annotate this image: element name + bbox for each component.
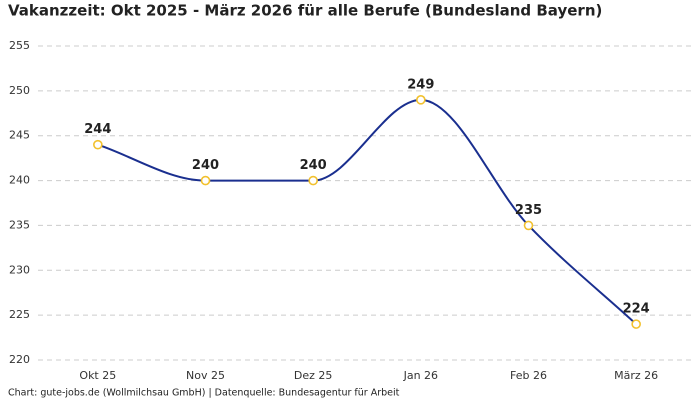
data-label: 235	[515, 203, 542, 218]
data-label: 240	[192, 158, 219, 173]
point	[631, 319, 641, 329]
data-label: 224	[623, 302, 650, 317]
data-label: 249	[407, 77, 434, 92]
y-tick-label: 250	[9, 84, 30, 97]
x-tick-label: Dez 25	[294, 369, 333, 382]
point	[308, 175, 318, 186]
y-tick-label: 225	[9, 308, 30, 321]
y-tick-label: 245	[9, 129, 30, 142]
x-tick-label: Okt 25	[79, 369, 116, 382]
point	[93, 139, 103, 150]
x-tick-label: Jan 26	[403, 369, 438, 382]
y-tick-label: 255	[9, 39, 30, 52]
y-tick-label: 230	[9, 263, 30, 276]
line	[97, 98, 637, 325]
data-label: 240	[300, 158, 327, 173]
x-tick-label: März 26	[614, 369, 658, 382]
x-tick-label: Feb 26	[510, 369, 547, 382]
x-tick-label: Nov 25	[186, 369, 225, 382]
y-tick-label: 240	[9, 174, 30, 187]
data-label: 244	[84, 122, 111, 137]
point	[416, 95, 426, 105]
chart-title: Vakanzzeit: Okt 2025 - März 2026 für all…	[8, 2, 602, 20]
y-tick-label: 235	[9, 218, 30, 231]
y-tick-label: 220	[9, 353, 30, 366]
point	[523, 220, 534, 231]
footer: Chart: gute-jobs.de (Wollmilchsau GmbH) …	[8, 388, 400, 399]
point	[200, 175, 211, 186]
